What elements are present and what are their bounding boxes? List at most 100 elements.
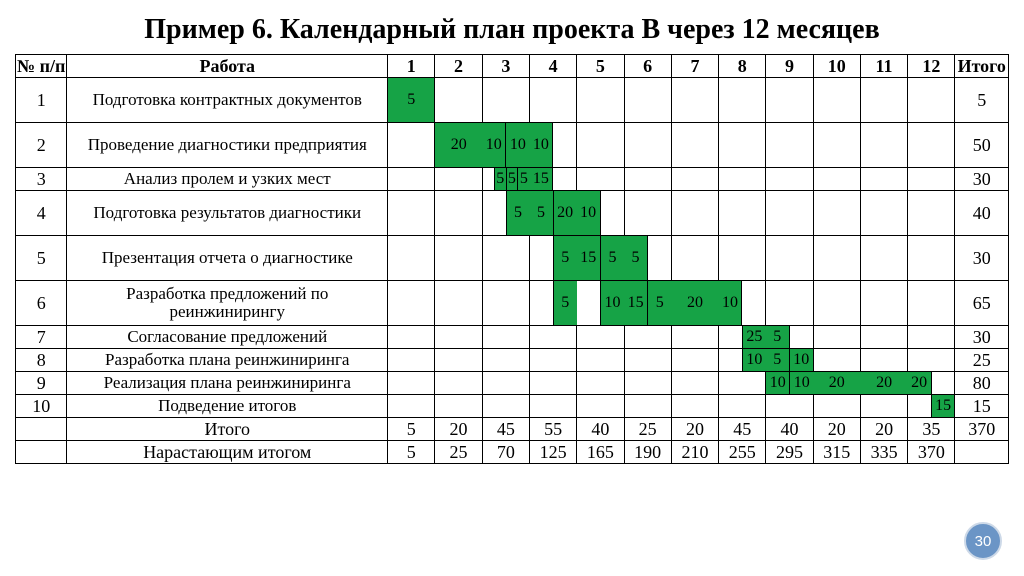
gantt-segment: 5	[529, 191, 553, 235]
cell-num: 10	[16, 395, 67, 418]
gantt-segment	[647, 236, 670, 280]
cell-work: Презентация отчета о диагностике	[67, 236, 388, 281]
gantt-segment: 20	[435, 123, 482, 167]
cell-num: 5	[16, 236, 67, 281]
col-month: 10	[813, 55, 860, 78]
table-row: 4Подготовка результатов диагностики55201…	[16, 191, 1009, 236]
gantt-segment: 10	[577, 191, 600, 235]
gantt-table: № п/пРабота123456789101112Итого 1Подгото…	[15, 54, 1009, 464]
table-row: 10Подведение итогов1515	[16, 395, 1009, 418]
cell-total: 65	[955, 281, 1009, 326]
gantt-segment: 10	[529, 123, 552, 167]
gantt-segment: 5	[624, 236, 647, 280]
gantt-segment	[719, 349, 742, 371]
gantt-segment	[483, 168, 495, 190]
cell-total: 25	[955, 349, 1009, 372]
col-month: 8	[719, 55, 766, 78]
footer-cell: 55	[529, 418, 576, 441]
cell-work: Разработка предложений по реинжинирингу	[67, 281, 388, 326]
gantt-segment: 5	[494, 168, 506, 190]
footer-cell: 190	[624, 441, 671, 464]
table-row: 8Разработка плана реинжиниринга1051025	[16, 349, 1009, 372]
col-month: 1	[388, 55, 435, 78]
cell-total: 30	[955, 168, 1009, 191]
cell-total: 80	[955, 372, 1009, 395]
gantt-segment: 20	[908, 372, 931, 394]
gantt-segment	[553, 123, 576, 167]
table-row: 9Реализация плана реинжиниринга101020202…	[16, 372, 1009, 395]
table-footer-row: Нарастающим итогом5257012516519021025529…	[16, 441, 1009, 464]
cell-num: 6	[16, 281, 67, 326]
gantt-segment: 5	[600, 236, 624, 280]
footer-cell: 20	[813, 418, 860, 441]
cell-work: Подготовка контрактных документов	[67, 78, 388, 123]
footer-cell: 40	[766, 418, 813, 441]
cell-num: 7	[16, 326, 67, 349]
cell-total: 30	[955, 236, 1009, 281]
gantt-segment: 20	[553, 191, 577, 235]
gantt-segment: 10	[506, 123, 530, 167]
table-header-row: № п/пРабота123456789101112Итого	[16, 55, 1009, 78]
table-row: 6Разработка предложений по реинжинирингу…	[16, 281, 1009, 326]
footer-cell: 125	[529, 441, 576, 464]
page-title: Пример 6. Календарный план проекта B чер…	[0, 0, 1024, 54]
footer-cell: 255	[719, 441, 766, 464]
col-month: 2	[435, 55, 482, 78]
footer-cell: 70	[482, 441, 529, 464]
gantt-segment: 15	[529, 168, 552, 190]
gantt-segment: 5	[766, 326, 789, 348]
table-row: 1Подготовка контрактных документов55	[16, 78, 1009, 123]
table-row: 2Проведение диагностики предприятия20101…	[16, 123, 1009, 168]
col-month: 11	[860, 55, 907, 78]
cell-work: Подведение итогов	[67, 395, 388, 418]
footer-cell: 210	[671, 441, 718, 464]
gantt-segment: 20	[813, 372, 860, 394]
gantt-segment: 5	[506, 191, 529, 235]
footer-cell: 20	[671, 418, 718, 441]
footer-cell: 25	[624, 418, 671, 441]
gantt-segment	[908, 395, 931, 417]
gantt-segment: 5	[388, 78, 434, 122]
footer-cell: 165	[577, 441, 624, 464]
table-footer-row: Итого52045554025204540202035370	[16, 418, 1009, 441]
footer-cell: 370	[908, 441, 955, 464]
footer-cell: 5	[388, 418, 435, 441]
cell-work: Разработка плана реинжиниринга	[67, 349, 388, 372]
footer-cell: 45	[719, 418, 766, 441]
cell-num: 9	[16, 372, 67, 395]
footer-cell: 45	[482, 418, 529, 441]
col-work: Работа	[67, 55, 388, 78]
col-month: 4	[529, 55, 576, 78]
gantt-segment: 10	[790, 372, 813, 394]
table-row: 7Согласование предложений25530	[16, 326, 1009, 349]
footer-cell: 295	[766, 441, 813, 464]
footer-cell: 5	[388, 441, 435, 464]
table-row: 5Презентация отчета о диагностике5155530	[16, 236, 1009, 281]
gantt-segment	[742, 281, 765, 325]
slide-number-badge: 30	[964, 522, 1002, 560]
gantt-segment	[530, 281, 553, 325]
cell-work: Анализ пролем и узких мест	[67, 168, 388, 191]
gantt-segment: 20	[860, 372, 907, 394]
table-row: 3Анализ пролем и узких мест5551530	[16, 168, 1009, 191]
col-month: 12	[908, 55, 955, 78]
col-month: 3	[482, 55, 529, 78]
footer-label: Итого	[67, 418, 388, 441]
col-total: Итого	[955, 55, 1009, 78]
gantt-segment: 25	[742, 326, 765, 348]
gantt-segment: 10	[766, 372, 789, 394]
cell-work: Подготовка результатов диагностики	[67, 191, 388, 236]
cell-total: 15	[955, 395, 1009, 418]
gantt-segment	[483, 191, 506, 235]
cell-num: 3	[16, 168, 67, 191]
footer-label: Нарастающим итогом	[67, 441, 388, 464]
gantt-segment: 5	[518, 168, 530, 190]
gantt-segment	[577, 281, 601, 325]
footer-cell: 315	[813, 441, 860, 464]
col-num: № п/п	[16, 55, 67, 78]
cell-num: 4	[16, 191, 67, 236]
footer-total: 370	[955, 418, 1009, 441]
cell-work: Согласование предложений	[67, 326, 388, 349]
footer-cell: 20	[860, 418, 907, 441]
gantt-segment: 5	[506, 168, 518, 190]
